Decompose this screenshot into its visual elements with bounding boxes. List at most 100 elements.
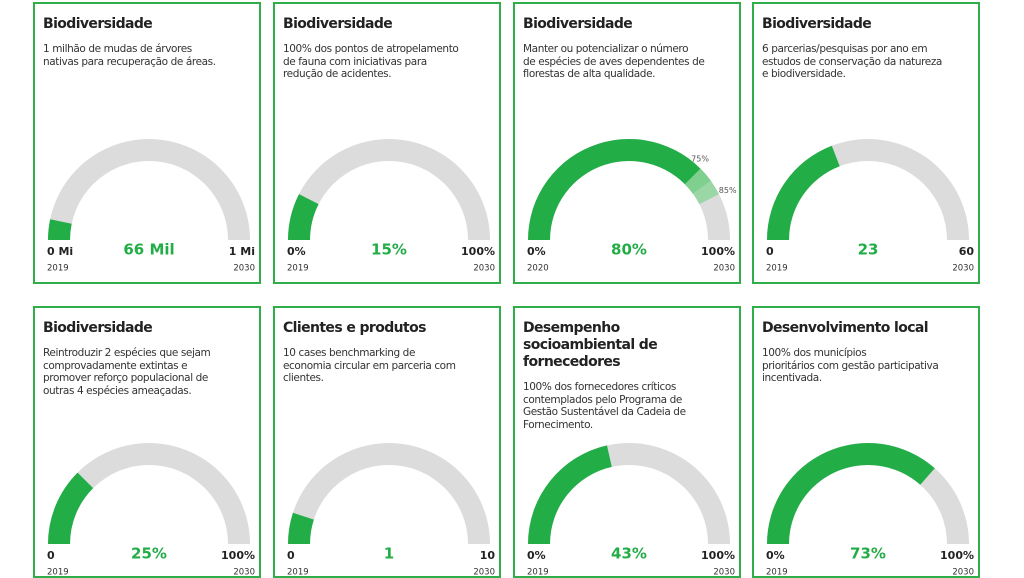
max-label: 10 (480, 549, 496, 562)
description-line: 6 parcerias/pesquisas por ano em (762, 43, 928, 55)
goal-card: Biodiversidade Manter ou potencializar o … (513, 2, 741, 284)
value-label: 80% (611, 241, 647, 259)
start-year: 2019 (527, 568, 549, 578)
start-year: 2019 (766, 264, 788, 274)
value-label: 43% (611, 545, 647, 563)
card-title: Clientes e produtos (283, 320, 426, 336)
gauge-value (528, 445, 612, 544)
end-year: 2030 (233, 568, 255, 578)
max-label: 100% (940, 549, 974, 562)
start-year: 2019 (766, 568, 788, 578)
goal-card: Desempenho socioambiental de fornecedore… (513, 306, 741, 578)
goal-card: Biodiversidade 6 parcerias/pesquisas por … (752, 2, 980, 284)
band-label: 85% (719, 186, 737, 195)
description-line: 1 milhão de mudas de árvores (43, 43, 192, 55)
end-year: 2030 (713, 264, 735, 274)
gauge-track (288, 139, 490, 240)
description-line: Fornecimento. (523, 418, 593, 431)
description-line: 100% dos pontos de atropelamento (283, 43, 459, 55)
end-year: 2030 (473, 264, 495, 274)
value-label: 23 (858, 241, 879, 259)
description-line: de espécies de aves dependentes de (523, 55, 705, 68)
gauge-track (48, 139, 250, 240)
goal-card: Desenvolvimento local 100% dos municípios… (752, 306, 980, 578)
start-year: 2019 (287, 568, 309, 578)
description-line: outras 4 espécies ameaçadas. (43, 384, 192, 397)
card-description: 6 parcerias/pesquisas por ano em estudos … (762, 43, 978, 81)
value-label: 15% (371, 241, 407, 259)
card-title: Biodiversidade (523, 16, 633, 32)
end-year: 2030 (233, 264, 255, 274)
goal-card: Biodiversidade Reintroduzir 2 espécies qu… (33, 306, 261, 578)
max-label: 100% (701, 245, 735, 258)
gauge: 0 2019 10 2030 1 (287, 443, 496, 578)
value-label: 66 Mil (123, 241, 174, 259)
min-label: 0% (287, 245, 306, 258)
value-label: 25% (131, 545, 167, 563)
gauge-value (288, 512, 314, 544)
max-label: 1 Mi (229, 245, 255, 258)
description-line: Gestão Sustentável da Cadeia de (523, 406, 686, 418)
gauge-track (288, 443, 490, 544)
gauge: 75% 85% 0% 2020 100% 2030 80% (527, 138, 737, 274)
card-description: 100% dos pontos de atropelamento de fauna… (283, 43, 499, 81)
description-line: Manter ou potencializar o número (523, 43, 689, 55)
max-label: 100% (701, 549, 735, 562)
card-description: 100% dos municípios prioritários com gest… (762, 347, 978, 385)
min-label: 0% (527, 245, 546, 258)
min-label: 0 (47, 549, 55, 562)
min-label: 0% (527, 549, 546, 562)
min-label: 0% (766, 549, 785, 562)
gauge: 0 2019 60 2030 23 (766, 139, 975, 274)
card-title: Desenvolvimento local (762, 320, 929, 336)
card-title: Biodiversidade (43, 320, 153, 336)
description-line: nativas para recuperação de áreas. (43, 55, 216, 68)
description-line: 100% dos municípios (762, 347, 867, 359)
card-description: Manter ou potencializar o número de espéc… (523, 43, 739, 81)
gauge-track (48, 443, 250, 544)
start-year: 2019 (287, 264, 309, 274)
card-title: Biodiversidade (283, 16, 393, 32)
end-year: 2030 (952, 264, 974, 274)
description-line: clientes. (283, 372, 324, 384)
description-line: prioritários com gestão participativa (762, 359, 939, 372)
max-label: 100% (461, 245, 495, 258)
description-line: economia circular em parceria com (283, 359, 456, 372)
end-year: 2030 (473, 568, 495, 578)
description-line: contemplados pelo Programa de (523, 393, 682, 406)
max-label: 60 (959, 245, 975, 258)
description-line: promover reforço populacional de (43, 372, 208, 384)
description-line: de fauna com iniciativas para (283, 55, 427, 68)
target-band (684, 168, 719, 205)
description-line: 100% dos fornecedores críticos (523, 381, 677, 393)
card-description: 1 milhão de mudas de árvores nativas para… (43, 43, 259, 68)
card-description: 100% dos fornecedores críticos contemplad… (523, 381, 739, 431)
card-description: 10 cases benchmarking de economia circula… (283, 347, 499, 385)
description-line: e biodiversidade. (762, 68, 846, 80)
gauge-value (288, 194, 319, 240)
gauge-value (48, 219, 72, 240)
start-year: 2020 (527, 264, 549, 274)
start-year: 2019 (47, 568, 69, 578)
end-year: 2030 (713, 568, 735, 578)
description-line: Reintroduzir 2 espécies que sejam (43, 347, 211, 359)
card-title: Biodiversidade (43, 16, 153, 32)
end-year: 2030 (952, 568, 974, 578)
start-year: 2019 (47, 264, 69, 274)
value-label: 1 (384, 545, 394, 563)
value-label: 73% (850, 545, 886, 563)
description-line: estudos de conservação da natureza (762, 55, 942, 68)
gauge: 0 2019 100% 2030 25% (47, 443, 255, 578)
gauge: 0% 2019 100% 2030 15% (287, 139, 495, 274)
gauge-value (767, 443, 935, 544)
description-line: redução de acidentes. (283, 68, 392, 80)
description-line: comprovadamente extintas e (43, 359, 188, 372)
gauge-value (767, 145, 840, 240)
goal-card: Clientes e produtos 10 cases benchmarking… (273, 306, 501, 578)
description-line: florestas de alta qualidade. (523, 68, 656, 80)
goal-card: Biodiversidade 100% dos pontos de atropel… (273, 2, 501, 284)
card-description: Reintroduzir 2 espécies que sejam comprov… (43, 347, 259, 397)
card-title: Biodiversidade (762, 16, 872, 32)
card-title: Desempenho socioambiental de fornecedore… (523, 320, 658, 370)
